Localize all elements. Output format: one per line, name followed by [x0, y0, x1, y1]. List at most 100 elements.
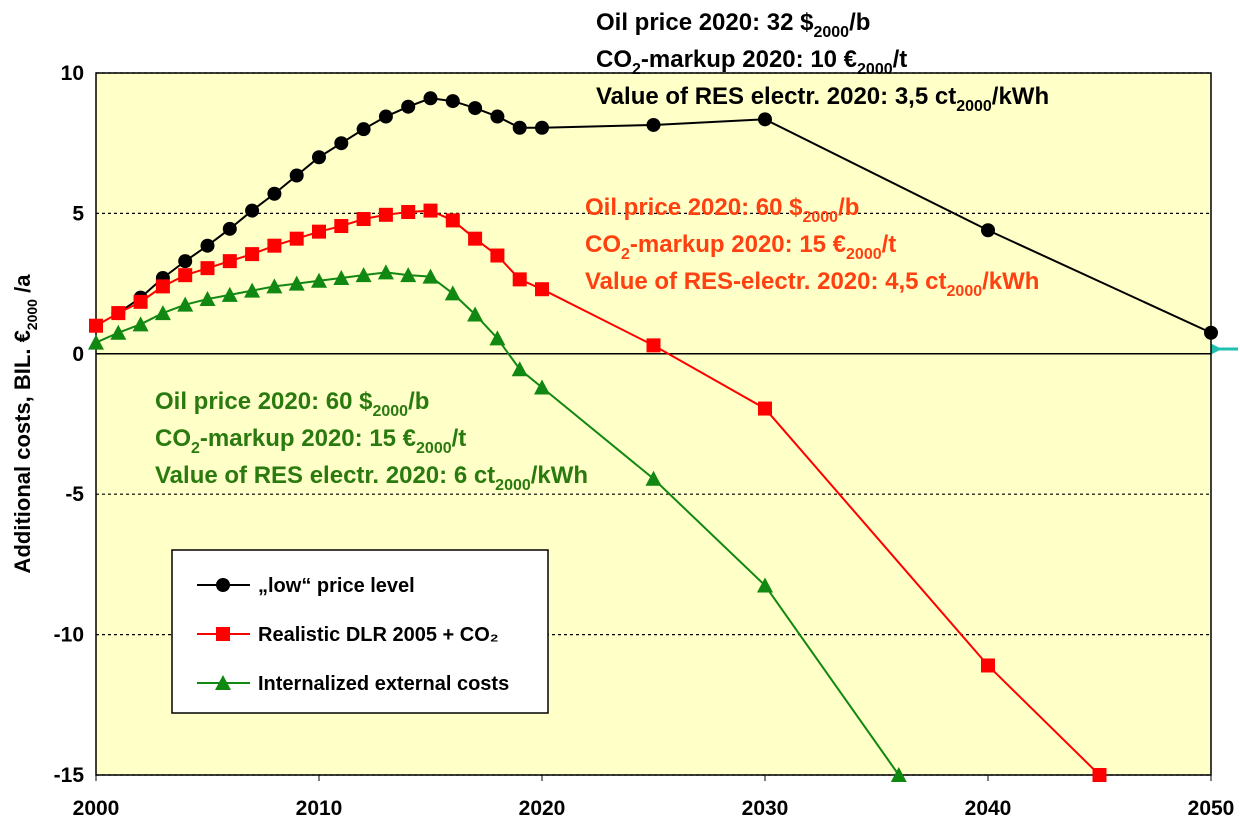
marker — [490, 248, 505, 263]
annotation-part: -markup 2020: 15 € — [630, 231, 846, 258]
marker — [267, 186, 282, 201]
annotation-part: /kWh — [531, 462, 588, 489]
annotation-part: 2000 — [495, 477, 531, 494]
marker — [89, 318, 103, 333]
y-tick-label: -5 — [65, 483, 84, 506]
annotation-part: CO — [585, 231, 621, 258]
annotation-part: 2000 — [947, 283, 983, 300]
annotation-part: 2 — [632, 61, 641, 78]
marker — [401, 99, 416, 114]
x-tick-label: 2020 — [519, 797, 566, 820]
annotation-part: /b — [849, 9, 870, 36]
annotation: CO2-markup 2020: 15 €2000/t — [155, 425, 466, 457]
marker — [221, 286, 238, 302]
annotation: Oil price 2020: 60 $2000/b — [155, 388, 429, 420]
annotation: CO2-markup 2020: 15 €2000/t — [585, 231, 896, 263]
marker — [288, 275, 305, 291]
annotation-part: -markup 2020: 10 € — [641, 46, 857, 73]
marker — [400, 267, 417, 283]
annotation-part: Value of RES-electr. 2020: 4,5 ct — [585, 268, 947, 295]
y-tick-label: 10 — [61, 62, 84, 85]
marker — [423, 203, 438, 218]
y-tick-label: 5 — [72, 202, 84, 225]
annotation-part: -markup 2020: 15 € — [200, 425, 416, 452]
legend-box — [171, 549, 549, 714]
x-tick-label: 2000 — [73, 797, 120, 820]
marker — [215, 675, 231, 690]
annotation-part: Value of RES electr. 2020: 3,5 ct — [596, 83, 956, 110]
annotation-part: 2 — [191, 440, 200, 457]
annotation-part: 2000 — [372, 403, 408, 420]
y-tick-label: -10 — [54, 624, 84, 647]
marker — [758, 401, 772, 416]
y-axis-label-part: /a — [10, 274, 35, 299]
y-tick-label: 0 — [72, 343, 84, 366]
marker — [377, 264, 394, 280]
marker — [312, 150, 326, 165]
marker — [334, 219, 349, 234]
x-tick-label: 2010 — [296, 797, 343, 820]
marker — [490, 109, 505, 124]
annotation-part: 2000 — [956, 98, 992, 115]
marker — [216, 578, 230, 592]
marker — [445, 213, 460, 228]
marker — [88, 334, 104, 350]
marker — [646, 338, 661, 353]
marker — [444, 285, 461, 301]
annotation-part: /t — [452, 425, 467, 452]
annotation-part: 2000 — [416, 440, 452, 457]
marker — [981, 658, 995, 673]
annotation-part: /b — [838, 194, 859, 221]
legend-label: Internalized external costs — [258, 673, 509, 695]
marker — [511, 361, 528, 377]
annotation-part: /kWh — [982, 268, 1039, 295]
marker — [757, 577, 773, 593]
annotation-part: 2000 — [857, 61, 893, 78]
annotation-part: Value of RES electr. 2020: 6 ct — [155, 462, 495, 489]
annotation-part: 2000 — [813, 24, 849, 41]
marker — [378, 207, 393, 222]
marker — [245, 247, 260, 262]
marker — [356, 122, 371, 137]
annotation-part: 2 — [621, 246, 630, 263]
marker — [534, 379, 550, 395]
marker — [422, 268, 439, 284]
marker — [355, 267, 372, 283]
marker — [333, 269, 350, 285]
y-axis-label: Additional costs, BIL. €2000 /a — [10, 274, 40, 574]
x-tick-label: 2040 — [965, 797, 1012, 820]
marker — [646, 117, 661, 132]
marker — [535, 120, 549, 135]
annotation-part: 2000 — [846, 246, 882, 263]
marker — [401, 204, 416, 219]
marker — [111, 306, 126, 321]
marker — [356, 212, 371, 227]
marker — [758, 112, 772, 127]
annotation-part: /t — [893, 46, 908, 73]
marker — [266, 278, 283, 294]
marker — [200, 261, 215, 276]
annotation: Value of RES-electr. 2020: 4,5 ct2000/kW… — [585, 268, 1039, 300]
y-tick-label: -15 — [54, 764, 85, 787]
marker — [267, 238, 282, 253]
marker — [177, 296, 194, 312]
annotation-part: /b — [408, 388, 429, 415]
annotation-part: 2000 — [802, 209, 838, 226]
marker — [133, 294, 148, 309]
annotation-part: CO — [596, 46, 632, 73]
annotation-part: /t — [882, 231, 897, 258]
marker — [334, 136, 349, 151]
marker — [110, 324, 127, 340]
marker — [535, 282, 549, 297]
marker — [645, 470, 662, 486]
marker — [222, 221, 237, 236]
marker — [981, 223, 995, 238]
annotation-part: CO — [155, 425, 191, 452]
marker — [244, 282, 261, 298]
marker — [512, 120, 527, 135]
marker — [512, 272, 527, 287]
annotation-part: Oil price 2020: 60 $ — [155, 388, 373, 415]
marker — [178, 254, 193, 269]
x-tick-label: 2050 — [1188, 797, 1235, 820]
legend-label: Realistic DLR 2005 + CO₂ — [258, 624, 499, 646]
